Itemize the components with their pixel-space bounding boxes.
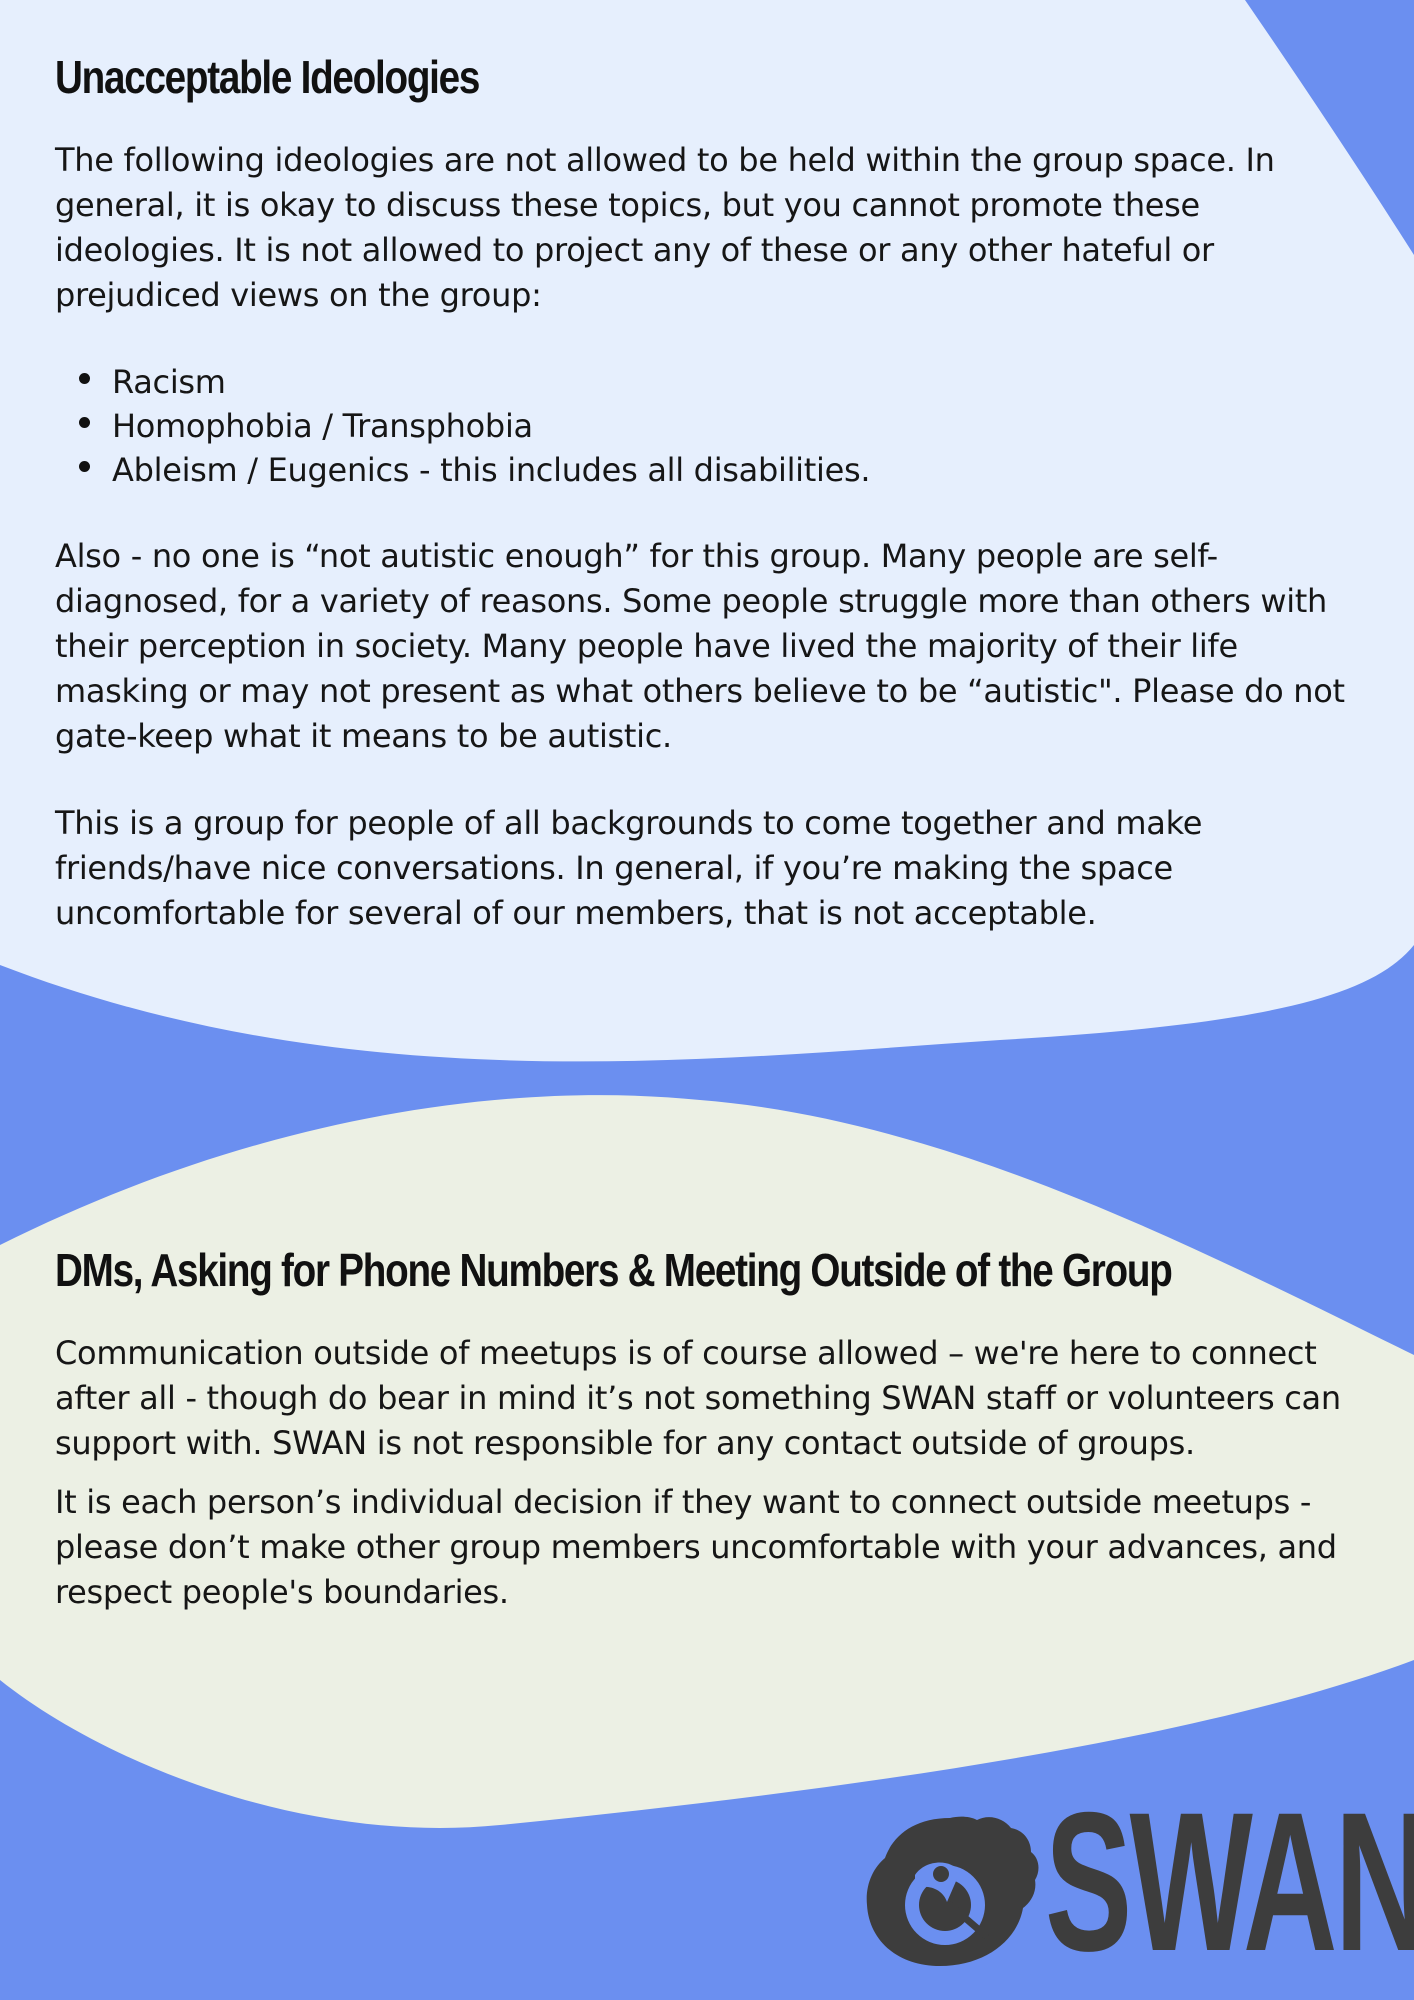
section-heading: Unacceptable Ideologies [55, 51, 480, 103]
communication-paragraph: Communication outside of meetups is of c… [55, 1334, 1341, 1462]
top-panel [0, 0, 1414, 1062]
group-purpose-paragraph: This is a group for people of all backgr… [55, 804, 1203, 932]
swan-icon [866, 1816, 1039, 1966]
intro-paragraph: The following ideologies are not allowed… [55, 141, 1275, 314]
autistic-enough-paragraph: Also - no one is “not autistic enough” f… [55, 537, 1345, 755]
bottom-panel [0, 1095, 1414, 1828]
list-item: Ableism / Eugenics - this includes all d… [79, 448, 1355, 492]
boundaries-paragraph: It is each person’s individual decision … [55, 1483, 1337, 1611]
section-heading: DMs, Asking for Phone Numbers & Meeting … [55, 1244, 1173, 1296]
list-item: Racism [79, 360, 1355, 404]
ideology-list: Racism Homophobia / Transphobia Ableism … [55, 360, 1355, 492]
swan-wordmark: SWAN [1045, 1771, 1414, 1992]
list-item: Homophobia / Transphobia [79, 404, 1355, 448]
unacceptable-ideologies-section: Unacceptable Ideologies The following id… [55, 50, 1355, 978]
swan-logo: SWAN [855, 1782, 1414, 1982]
dms-section: DMs, Asking for Phone Numbers & Meeting … [55, 1243, 1355, 1629]
